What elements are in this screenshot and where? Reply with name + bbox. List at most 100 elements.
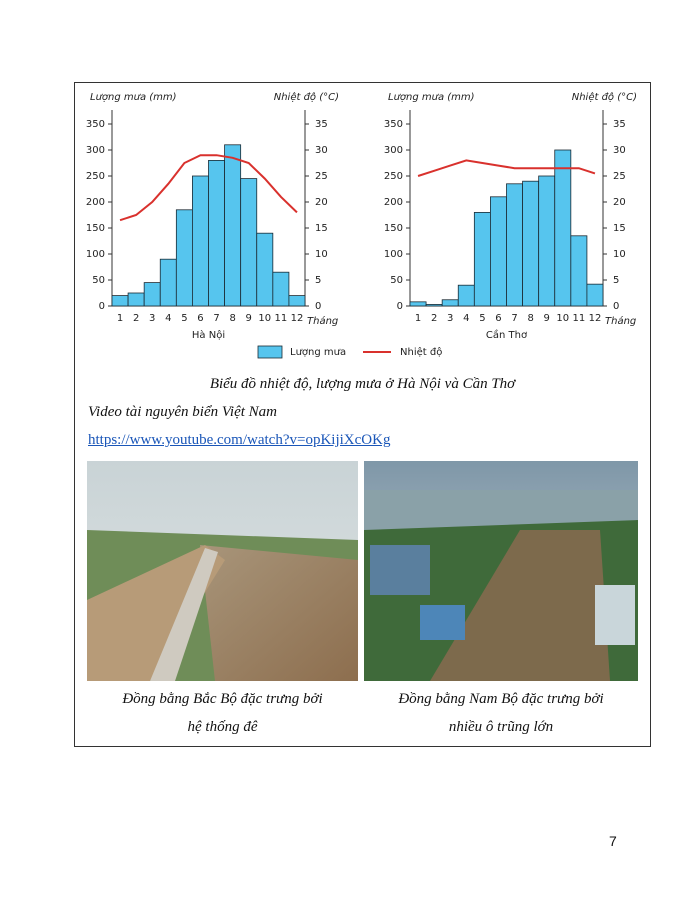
y-tick-label: 150 (384, 223, 403, 234)
bar (256, 232, 274, 307)
bar (175, 209, 193, 307)
x-tick-label: 8 (229, 313, 235, 324)
x-axis-label: Tháng (307, 315, 338, 327)
bar (143, 282, 161, 307)
video-title: Video tài nguyên biển Việt Nam (88, 404, 277, 420)
x-tick-label: 3 (149, 313, 155, 324)
temperature-line (119, 154, 298, 222)
bar (409, 301, 427, 307)
x-tick-label: 1 (117, 313, 123, 324)
bar (208, 159, 225, 307)
y-tick-label: 300 (86, 145, 105, 156)
x-tick-label: 3 (447, 313, 453, 324)
chart-title: Hà Nội (192, 329, 225, 341)
y2-tick-label: 35 (613, 119, 626, 130)
photo-south (364, 461, 638, 681)
x-tick-label: 11 (275, 313, 288, 324)
y-tick-label: 200 (384, 197, 403, 208)
x-tick-label: 1 (415, 313, 421, 324)
legend-swatch (257, 345, 283, 359)
photo-caption: nhiều ô trũng lớn (448, 719, 554, 735)
photo-caption: Đồng bằng Nam Bộ đặc trưng bởi (398, 691, 604, 707)
bar (554, 149, 572, 307)
bar (288, 295, 306, 307)
x-tick-label: 9 (544, 313, 550, 324)
y2-tick-label: 0 (315, 301, 321, 312)
y-tick-label: 100 (384, 249, 403, 260)
bar (159, 258, 177, 307)
bar (586, 283, 604, 307)
y-tick-label: 100 (86, 249, 105, 260)
y2-axis-label: Nhiệt độ (°C) (572, 91, 637, 103)
x-tick-label: 10 (258, 313, 271, 324)
x-tick-label: 5 (181, 313, 187, 324)
y-tick-label: 350 (384, 119, 403, 130)
y2-tick-label: 5 (613, 275, 619, 286)
legend-label: Nhiệt độ (400, 346, 442, 358)
x-tick-label: 7 (213, 313, 219, 324)
chart-title: Cần Thơ (486, 329, 528, 341)
y2-tick-label: 20 (613, 197, 626, 208)
y2-tick-label: 20 (315, 197, 328, 208)
x-axis-label: Tháng (605, 315, 636, 327)
y2-tick-label: 15 (315, 223, 328, 234)
bar (538, 175, 556, 307)
y-tick-label: 50 (390, 275, 403, 286)
y2-tick-label: 10 (315, 249, 328, 260)
x-tick-label: 4 (165, 313, 171, 324)
y2-tick-label: 15 (613, 223, 626, 234)
y-tick-label: 300 (384, 145, 403, 156)
y-tick-label: 150 (86, 223, 105, 234)
x-tick-label: 9 (246, 313, 252, 324)
x-tick-label: 6 (197, 313, 203, 324)
bar (224, 144, 242, 307)
y2-tick-label: 5 (315, 275, 321, 286)
y-tick-label: 0 (99, 301, 105, 312)
bar (473, 211, 491, 307)
x-tick-label: 10 (556, 313, 569, 324)
bar (522, 180, 540, 307)
bar (272, 271, 290, 307)
y-axis-label: Lượng mưa (mm) (90, 92, 177, 103)
y2-tick-label: 30 (315, 145, 328, 156)
bar (192, 175, 209, 307)
bar (570, 235, 588, 307)
x-tick-label: 2 (431, 313, 437, 324)
x-tick-label: 5 (479, 313, 485, 324)
figure-caption: Biểu đồ nhiệt độ, lượng mưa ở Hà Nội và … (209, 376, 516, 392)
photo-caption: hệ thống đê (187, 719, 258, 735)
y-tick-label: 50 (92, 275, 105, 286)
photo-north (87, 461, 358, 681)
y-tick-label: 250 (86, 171, 105, 182)
photo-caption: Đồng bằng Bắc Bộ đặc trưng bởi (122, 691, 323, 707)
x-tick-label: 12 (589, 313, 602, 324)
frame (74, 82, 651, 747)
bar (490, 196, 507, 307)
x-tick-label: 11 (573, 313, 586, 324)
y-tick-label: 0 (397, 301, 403, 312)
bar (425, 304, 443, 307)
bar (441, 299, 459, 307)
bar (111, 295, 129, 307)
y2-tick-label: 35 (315, 119, 328, 130)
y-tick-label: 350 (86, 119, 105, 130)
y2-tick-label: 10 (613, 249, 626, 260)
bar (506, 183, 523, 307)
page-number: 7 (609, 833, 617, 849)
bar (127, 292, 145, 307)
x-tick-label: 4 (463, 313, 469, 324)
bar (457, 284, 475, 307)
x-tick-label: 6 (495, 313, 501, 324)
y-tick-label: 200 (86, 197, 105, 208)
x-tick-label: 12 (291, 313, 304, 324)
y2-tick-label: 25 (315, 171, 328, 182)
y-tick-label: 250 (384, 171, 403, 182)
video-link[interactable]: https://www.youtube.com/watch?v=opKijiXc… (88, 432, 391, 448)
x-tick-label: 7 (511, 313, 517, 324)
x-tick-label: 8 (527, 313, 533, 324)
y2-tick-label: 25 (613, 171, 626, 182)
y2-tick-label: 30 (613, 145, 626, 156)
y-axis-label: Lượng mưa (mm) (388, 92, 475, 103)
